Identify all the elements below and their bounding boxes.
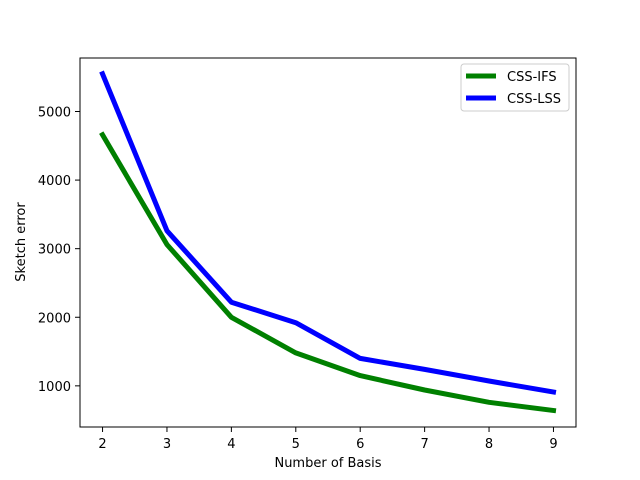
series-line-css-lss bbox=[99, 70, 557, 395]
y-tick-label: 2000 bbox=[38, 311, 71, 326]
x-tick-label: 6 bbox=[356, 437, 364, 452]
y-tick-label: 1000 bbox=[38, 380, 71, 395]
y-tick-label: 4000 bbox=[38, 174, 71, 189]
y-tick-label: 3000 bbox=[38, 243, 71, 258]
legend: CSS-IFS CSS-LSS bbox=[460, 63, 570, 112]
plot-area bbox=[79, 57, 577, 428]
legend-label-css-lss: CSS-LSS bbox=[507, 92, 561, 107]
series-line-css-ifs bbox=[99, 131, 557, 414]
x-tick-label: 9 bbox=[549, 437, 557, 452]
legend-label-css-ifs: CSS-IFS bbox=[507, 70, 557, 85]
x-tick-label: 2 bbox=[98, 437, 106, 452]
x-tick-label: 8 bbox=[485, 437, 493, 452]
x-tick-label: 7 bbox=[420, 437, 428, 452]
x-tick-label: 4 bbox=[227, 437, 235, 452]
y-tick-label: 5000 bbox=[38, 105, 71, 120]
x-tick-label: 5 bbox=[292, 437, 300, 452]
x-axis-label: Number of Basis bbox=[274, 456, 381, 471]
y-axis-label: Sketch error bbox=[14, 202, 29, 282]
x-tick-label: 3 bbox=[163, 437, 171, 452]
